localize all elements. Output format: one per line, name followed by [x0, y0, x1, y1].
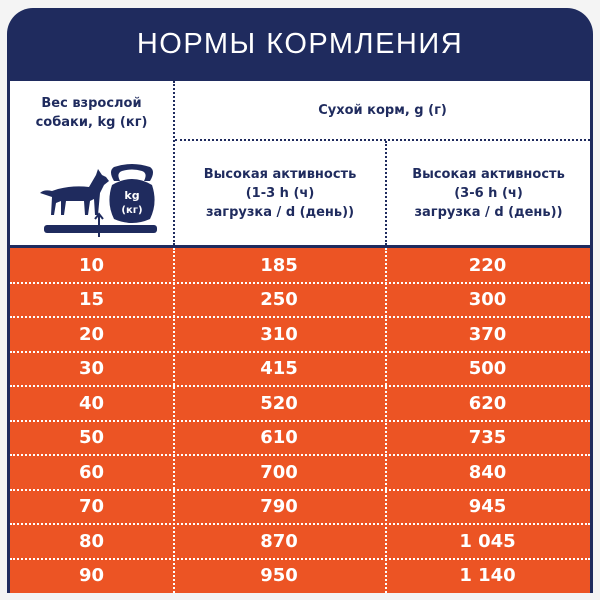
- food-1-3h-cell: 870: [260, 530, 298, 552]
- col3-line1: Высокая активность: [412, 166, 565, 182]
- food-3-6h-cell: 1 045: [459, 530, 516, 552]
- dry-food-header: Сухой корм, g (г): [318, 102, 447, 118]
- weight-cell: 15: [78, 289, 105, 311]
- kettlebell-icon: kg (кг): [109, 164, 155, 223]
- food-3-6h-cell: 735: [468, 427, 507, 449]
- food-1-3h-cell: 415: [260, 358, 298, 380]
- table-row: 90 950 1 140: [10, 559, 590, 594]
- weight-cell: 20: [78, 323, 105, 345]
- table-row: 80 870 1 045: [10, 524, 590, 559]
- high-activity-3-6h-header: Высокая активность (3-6 h (ч) загрузка / d…: [387, 141, 590, 245]
- weight-cell: 90: [78, 565, 105, 587]
- col3-line2: (3-6 h (ч): [454, 185, 523, 201]
- row-divider: [10, 419, 590, 422]
- weight-cell: 40: [78, 392, 105, 414]
- row-divider: [10, 488, 590, 491]
- table-row: 20 310 370: [10, 317, 590, 352]
- high-activity-1-3h-header: Высокая активность (1-3 h (ч) загрузка / d…: [175, 141, 385, 245]
- food-1-3h-cell: 950: [260, 565, 298, 587]
- feeding-table-card: НОРМЫ КОРМЛЕНИЯ Вес взрослой собаки, kg (…: [7, 8, 593, 593]
- food-3-6h-cell: 300: [468, 289, 507, 311]
- dog-on-scale-kettlebell-icon: kg (кг): [40, 164, 157, 237]
- table-body: 10 185 220 15 250 300 20 310 370 30 415 500 40 520 620…: [10, 248, 590, 593]
- food-3-6h-cell: 620: [468, 392, 507, 414]
- food-1-3h-cell: 610: [260, 427, 298, 449]
- row-divider: [10, 350, 590, 353]
- col2-line3: загрузка / d (день)): [205, 204, 355, 220]
- header-divider-2: [385, 141, 387, 245]
- weight-cell: 10: [78, 254, 105, 276]
- row-divider: [10, 523, 590, 525]
- food-3-6h-cell: 500: [468, 358, 507, 380]
- row-divider: [10, 316, 590, 318]
- table-row: 30 415 500: [10, 352, 590, 387]
- weight-cell: 30: [78, 358, 105, 380]
- col2-line2: (1-3 h (ч): [245, 185, 315, 201]
- food-3-6h-cell: 220: [468, 254, 507, 276]
- weight-cell: 60: [78, 461, 105, 483]
- weight-cell: 80: [78, 530, 105, 552]
- table-row: 40 520 620: [10, 386, 590, 421]
- kettlebell-kg-ru-text: (кг): [121, 205, 142, 216]
- row-divider: [10, 385, 590, 387]
- food-1-3h-cell: 790: [260, 496, 298, 518]
- weight-label-line1: Вес взрослой: [41, 96, 142, 111]
- weight-cell: 50: [78, 427, 105, 449]
- food-3-6h-cell: 370: [468, 323, 507, 345]
- food-3-6h-cell: 840: [468, 461, 507, 483]
- weight-column-header: Вес взрослой собаки, kg (кг): [10, 87, 173, 139]
- row-divider: [10, 454, 590, 456]
- food-1-3h-cell: 185: [260, 254, 298, 276]
- col3-line3: загрузка / d (день)): [414, 204, 563, 220]
- food-3-6h-cell: 1 140: [459, 565, 516, 587]
- table-row: 70 790 945: [10, 490, 590, 525]
- scale-platform-icon: [44, 225, 157, 233]
- table-title: НОРМЫ КОРМЛЕНИЯ: [136, 28, 464, 60]
- col2-line1: Высокая активность: [203, 166, 357, 182]
- table-header: Вес взрослой собаки, kg (кг) kg (кг) Сухо…: [10, 81, 590, 245]
- dog-icon: [40, 169, 109, 215]
- row-divider: [10, 557, 590, 560]
- header-divider-1: [173, 81, 175, 245]
- kettlebell-kg-text: kg: [124, 189, 139, 202]
- row-divider: [10, 281, 590, 284]
- header-divider-horizontal: [175, 139, 590, 141]
- table-row: 15 250 300: [10, 283, 590, 318]
- table-row: 60 700 840: [10, 455, 590, 490]
- table-row: 50 610 735: [10, 421, 590, 456]
- food-1-3h-cell: 700: [260, 461, 298, 483]
- weight-label-line2: собаки, kg (кг): [35, 115, 148, 130]
- food-3-6h-cell: 945: [468, 496, 507, 518]
- weight-cell: 70: [78, 496, 105, 518]
- food-1-3h-cell: 250: [260, 289, 298, 311]
- food-1-3h-cell: 520: [260, 392, 298, 414]
- food-1-3h-cell: 310: [260, 323, 298, 345]
- table-row: 10 185 220: [10, 248, 590, 283]
- arrow-up-icon: [94, 212, 104, 237]
